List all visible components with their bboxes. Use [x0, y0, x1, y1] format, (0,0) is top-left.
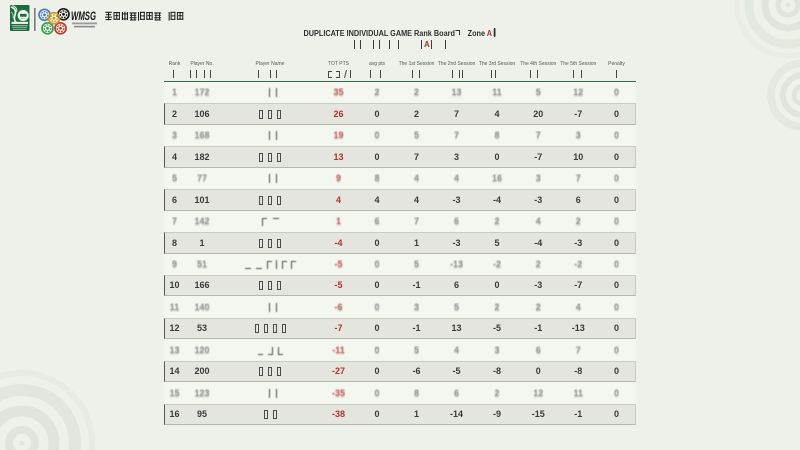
svg-text:WMSG: WMSG — [71, 11, 96, 23]
